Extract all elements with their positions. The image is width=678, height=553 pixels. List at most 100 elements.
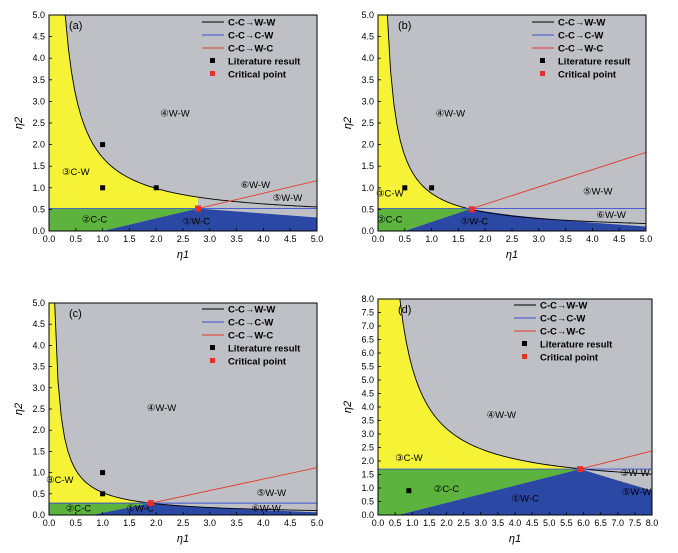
y-tick-label: 7.0 — [361, 321, 374, 331]
y-tick-label: 4.0 — [361, 53, 374, 63]
legend: C-C→W-W C-C→C-W C-C→W-C Literature result Cr… — [532, 18, 631, 81]
legend-label-lit: Literature result — [540, 340, 613, 351]
region-wc — [404, 208, 646, 231]
x-tick-label: 1.0 — [425, 234, 438, 244]
region-label: ①W-C — [461, 217, 488, 228]
y-tick-label: 1.5 — [32, 161, 45, 171]
literature-point — [100, 185, 106, 191]
legend-marker-lit — [522, 341, 527, 346]
boundary-wc-line — [471, 151, 646, 209]
x-tick-label: 5.0 — [311, 518, 324, 528]
region-label: ④W-W — [487, 410, 516, 421]
y-tick-label: 5.0 — [32, 10, 45, 20]
x-tick-label: 3.0 — [474, 518, 487, 528]
x-tick-label: 0.0 — [43, 234, 56, 244]
region-cc — [49, 503, 151, 515]
x-tick-label: 4.5 — [613, 234, 626, 244]
y-tick-label: 4.5 — [32, 319, 45, 329]
y-tick-label: 4.5 — [32, 32, 45, 42]
x-tick-label: 2.5 — [457, 518, 470, 528]
y-tick-label: 4.5 — [361, 389, 374, 399]
y-tick-label: 0.5 — [361, 204, 374, 214]
x-tick-label: 1.5 — [423, 518, 436, 528]
y-tick-label: 3.0 — [32, 383, 45, 393]
y-tick-label: 2.0 — [32, 425, 45, 435]
legend: C-C→W-W C-C→C-W C-C→W-C Literature result Cr… — [514, 301, 613, 364]
boundary-wc-line — [150, 467, 317, 504]
region-label: ⑤W-W — [273, 193, 302, 204]
x-tick-label: 2.0 — [440, 518, 453, 528]
legend-label-wc: C-C→W-C — [558, 44, 603, 55]
critical-point — [577, 466, 584, 473]
x-tick-label: 1.0 — [406, 518, 419, 528]
x-tick-label: 5.0 — [543, 518, 556, 528]
x-tick-label: 2.5 — [506, 234, 519, 244]
x-tick-label: 3.5 — [492, 518, 505, 528]
literature-point — [402, 185, 408, 191]
y-tick-label: 0.0 — [32, 510, 45, 520]
x-axis-title: η1 — [177, 249, 189, 261]
y-tick-label: 4.0 — [32, 53, 45, 63]
y-tick-label: 2.0 — [361, 456, 374, 466]
x-tick-label: 0.0 — [43, 518, 56, 528]
legend-label-lit: Literature result — [228, 344, 301, 355]
x-tick-label: 1.0 — [96, 234, 109, 244]
y-tick-label: 4.0 — [32, 340, 45, 350]
y-tick-label: 1.5 — [32, 446, 45, 456]
y-tick-label: 3.5 — [32, 75, 45, 85]
region-label: ①W-C — [126, 504, 153, 515]
x-tick-label: 4.0 — [509, 518, 522, 528]
region-cw — [49, 303, 151, 504]
chart-panel-3: ④W-W ③C-W ②C-C ①W-C ⑤W-W ⑥W-W 0.0 0.5 1.0 1.5 2.0 2… — [13, 298, 323, 545]
y-tick-label: 2.5 — [32, 118, 45, 128]
y-tick-label: 0.0 — [32, 226, 45, 236]
panel-label: (c) — [69, 308, 82, 320]
x-tick-label: 4.5 — [284, 234, 297, 244]
y-tick-label: 8.0 — [361, 294, 374, 304]
x-tick-label: 4.5 — [526, 518, 539, 528]
region-cw — [49, 15, 199, 209]
chart-panel-4: ④W-W ③C-W ②C-C ①W-C ③W-W ⑤W-W 0.0 0.5 1.0 1.5 2.0 2… — [342, 294, 658, 545]
region-label: ④W-W — [147, 403, 176, 414]
x-tick-label: 4.0 — [586, 234, 599, 244]
plot-area — [49, 303, 317, 515]
x-tick-label: 4.5 — [284, 518, 297, 528]
literature-point — [153, 185, 159, 191]
legend-label-cw: C-C→C-W — [228, 31, 273, 42]
x-axis-title: η1 — [177, 533, 189, 545]
legend: C-C→W-W C-C→C-W C-C→W-C Literature result Cr… — [202, 305, 301, 368]
x-tick-label: 0.5 — [389, 518, 402, 528]
x-tick-label: 7.5 — [629, 518, 642, 528]
region-label: ③C-W — [62, 167, 90, 178]
critical-point — [468, 206, 475, 213]
legend-label-crit: Critical point — [228, 357, 287, 368]
x-tick-label: 3.0 — [533, 234, 546, 244]
region-cc — [49, 208, 199, 231]
critical-point — [195, 205, 202, 212]
x-tick-label: 5.0 — [311, 234, 324, 244]
region-label: ③C-W — [46, 475, 74, 486]
region-label: ④W-W — [160, 109, 189, 120]
legend-label-crit: Critical point — [540, 353, 599, 364]
x-tick-label: 1.5 — [123, 234, 136, 244]
region-label: ⑤W-W — [622, 487, 651, 498]
boundary-ww-curve — [54, 303, 317, 511]
legend-label-wc: C-C→W-C — [228, 331, 273, 342]
y-tick-label: 4.0 — [361, 402, 374, 412]
legend-label-cw: C-C→C-W — [558, 31, 603, 42]
y-tick-label: 0.5 — [361, 497, 374, 507]
y-tick-label: 1.0 — [32, 183, 45, 193]
x-tick-label: 2.0 — [150, 518, 163, 528]
legend-label-wc: C-C→W-C — [228, 44, 273, 55]
region-wc — [398, 469, 652, 515]
legend-marker-lit — [210, 58, 215, 63]
legend-marker-crit — [540, 71, 545, 76]
region-label: ②C-C — [66, 504, 92, 515]
region-label: ①W-C — [512, 494, 539, 505]
x-tick-label: 0.0 — [372, 518, 385, 528]
x-tick-label: 0.5 — [399, 234, 412, 244]
y-tick-label: 0.0 — [361, 510, 374, 520]
y-tick-label: 3.0 — [361, 96, 374, 106]
x-tick-label: 6.0 — [577, 518, 590, 528]
